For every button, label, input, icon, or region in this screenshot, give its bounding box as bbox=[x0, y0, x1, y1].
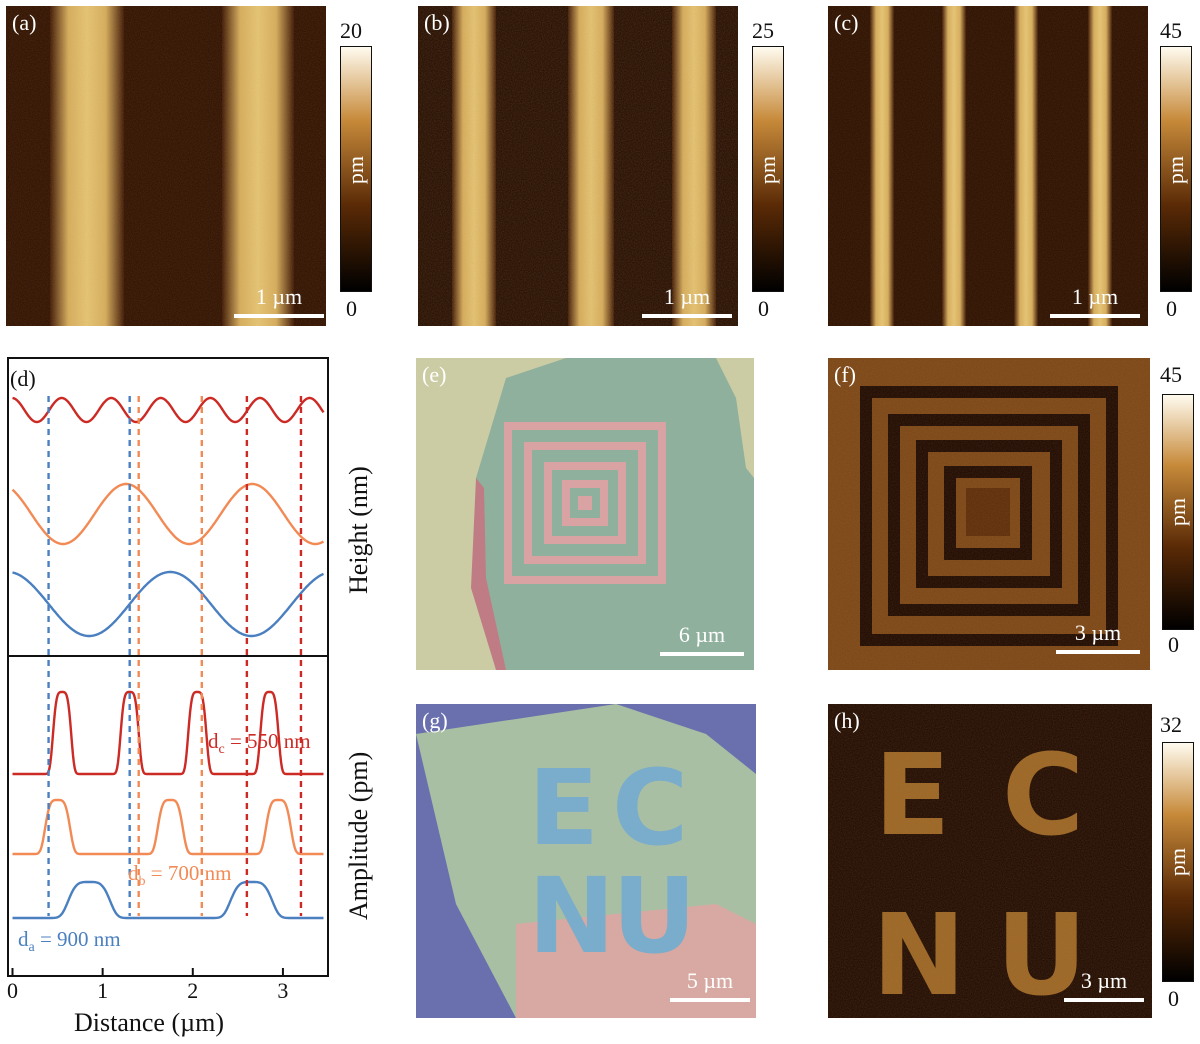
panel-f-colorbar-max: 45 bbox=[1160, 362, 1182, 387]
panel-c-scale-bar bbox=[1050, 314, 1140, 318]
annotation-b: db = 700 nm bbox=[128, 861, 231, 889]
panel-c-colorbar: pm bbox=[1160, 46, 1192, 292]
chart-frame bbox=[7, 357, 329, 977]
panel-b-scale-bar bbox=[642, 314, 732, 318]
panel-h-letters: E C N U bbox=[828, 704, 1152, 1018]
panel-a-afm-image: (a) 1 µm bbox=[6, 6, 326, 326]
panel-g-optical-image: E C N U (g) 5 µm bbox=[416, 704, 756, 1018]
panel-a-stripes bbox=[6, 6, 326, 326]
annotation-a: da = 900 nm bbox=[18, 927, 121, 955]
panel-a-label: (a) bbox=[12, 10, 37, 35]
panel-e-label: (e) bbox=[422, 362, 447, 387]
height-curve-red bbox=[12, 396, 325, 424]
panel-c-colorbar-max: 45 bbox=[1160, 18, 1182, 43]
panel-g-letter-n: N bbox=[528, 855, 615, 977]
panel-b-scale-text: 1 µm bbox=[663, 284, 711, 309]
y-axis-label-top: Height (nm) bbox=[344, 466, 373, 594]
annotation-c: dc = 550 nm bbox=[208, 729, 311, 757]
x-axis-label: Distance (µm) bbox=[74, 1008, 224, 1037]
panel-c-stripes bbox=[828, 6, 1148, 326]
panel-h-afm-image: E C N U (h) 3 µm bbox=[828, 704, 1152, 1018]
panel-g-scale-text: 5 µm bbox=[686, 968, 734, 993]
panel-b-afm-image: (b) 1 µm bbox=[418, 6, 738, 326]
panel-h-colorbar-unit: pm bbox=[1165, 847, 1190, 877]
panel-f-scale-text: 3 µm bbox=[1074, 620, 1122, 645]
panel-e-flake bbox=[416, 358, 754, 670]
x-tick-label-3: 3 bbox=[277, 978, 288, 1002]
panel-e-scale-text: 6 µm bbox=[678, 622, 726, 647]
panel-h-colorbar-max: 32 bbox=[1160, 712, 1182, 737]
panel-h-scale-text: 3 µm bbox=[1080, 968, 1128, 993]
panel-a-colorbar-min: 0 bbox=[346, 296, 357, 321]
panel-h-colorbar-min: 0 bbox=[1168, 986, 1179, 1011]
panel-c-colorbar-unit: pm bbox=[1163, 155, 1188, 185]
panel-d-chart-svg: 0 1 2 3 dc = 550 nm db = 700 nm da = 900 nm bbox=[7, 357, 329, 1003]
panel-g-scale-bar bbox=[670, 998, 750, 1002]
panel-f-colorbar: pm bbox=[1162, 394, 1194, 630]
panel-f-label: (f) bbox=[834, 362, 856, 387]
panel-f-afm-image: (f) 3 µm bbox=[828, 358, 1150, 670]
x-tick-label-2: 2 bbox=[187, 978, 198, 1002]
panel-g-letter-e: E bbox=[528, 747, 599, 869]
panel-g-label: (g) bbox=[422, 708, 448, 733]
panel-c-colorbar-min: 0 bbox=[1166, 296, 1177, 321]
panel-b-colorbar-max: 25 bbox=[752, 18, 774, 43]
panel-b-colorbar: pm bbox=[752, 46, 784, 292]
panel-a-colorbar-max: 20 bbox=[340, 18, 362, 43]
panel-h-label: (h) bbox=[834, 708, 860, 733]
panel-g-letter-c: C bbox=[612, 747, 688, 869]
y-axis-label-bottom: Amplitude (pm) bbox=[344, 751, 373, 920]
panel-g-flake: E C N U bbox=[416, 704, 756, 1018]
panel-c-scale-text: 1 µm bbox=[1071, 284, 1119, 309]
amplitude-curve-blue bbox=[12, 880, 324, 920]
panel-e-optical-image: (e) 6 µm bbox=[416, 358, 754, 670]
panel-b-label: (b) bbox=[424, 10, 450, 35]
height-curve-blue bbox=[12, 570, 324, 638]
panel-e-scale-bar bbox=[660, 652, 744, 656]
panel-g-letter-u: U bbox=[612, 855, 696, 977]
x-tick-label-1: 1 bbox=[97, 978, 108, 1002]
panel-f-scale-bar bbox=[1056, 650, 1140, 654]
panel-a-scale-bar bbox=[234, 314, 324, 318]
panel-f-squares bbox=[828, 358, 1150, 670]
panel-a-scale-text: 1 µm bbox=[255, 284, 303, 309]
panel-a-colorbar-unit: pm bbox=[343, 155, 368, 185]
panel-h-scale-bar bbox=[1064, 998, 1144, 1002]
panel-b-stripes bbox=[418, 6, 738, 326]
panel-a-colorbar: pm bbox=[340, 46, 372, 292]
panel-d-label: (d) bbox=[10, 366, 36, 391]
height-curve-orange bbox=[11, 482, 325, 546]
amplitude-curve-orange bbox=[12, 798, 324, 856]
panel-b-colorbar-unit: pm bbox=[755, 155, 780, 185]
panel-h-colorbar: pm bbox=[1162, 742, 1194, 982]
panel-f-colorbar-min: 0 bbox=[1168, 632, 1179, 657]
panel-b-colorbar-min: 0 bbox=[758, 296, 769, 321]
panel-f-colorbar-unit: pm bbox=[1165, 497, 1190, 527]
panel-c-label: (c) bbox=[834, 10, 859, 35]
panel-d-chart: 0 1 2 3 dc = 550 nm db = 700 nm da = 900 nm bbox=[6, 356, 332, 1003]
x-tick-label-0: 0 bbox=[7, 978, 18, 1002]
panel-c-afm-image: (c) 1 µm bbox=[828, 6, 1148, 326]
amplitude-curve-red bbox=[12, 690, 324, 776]
